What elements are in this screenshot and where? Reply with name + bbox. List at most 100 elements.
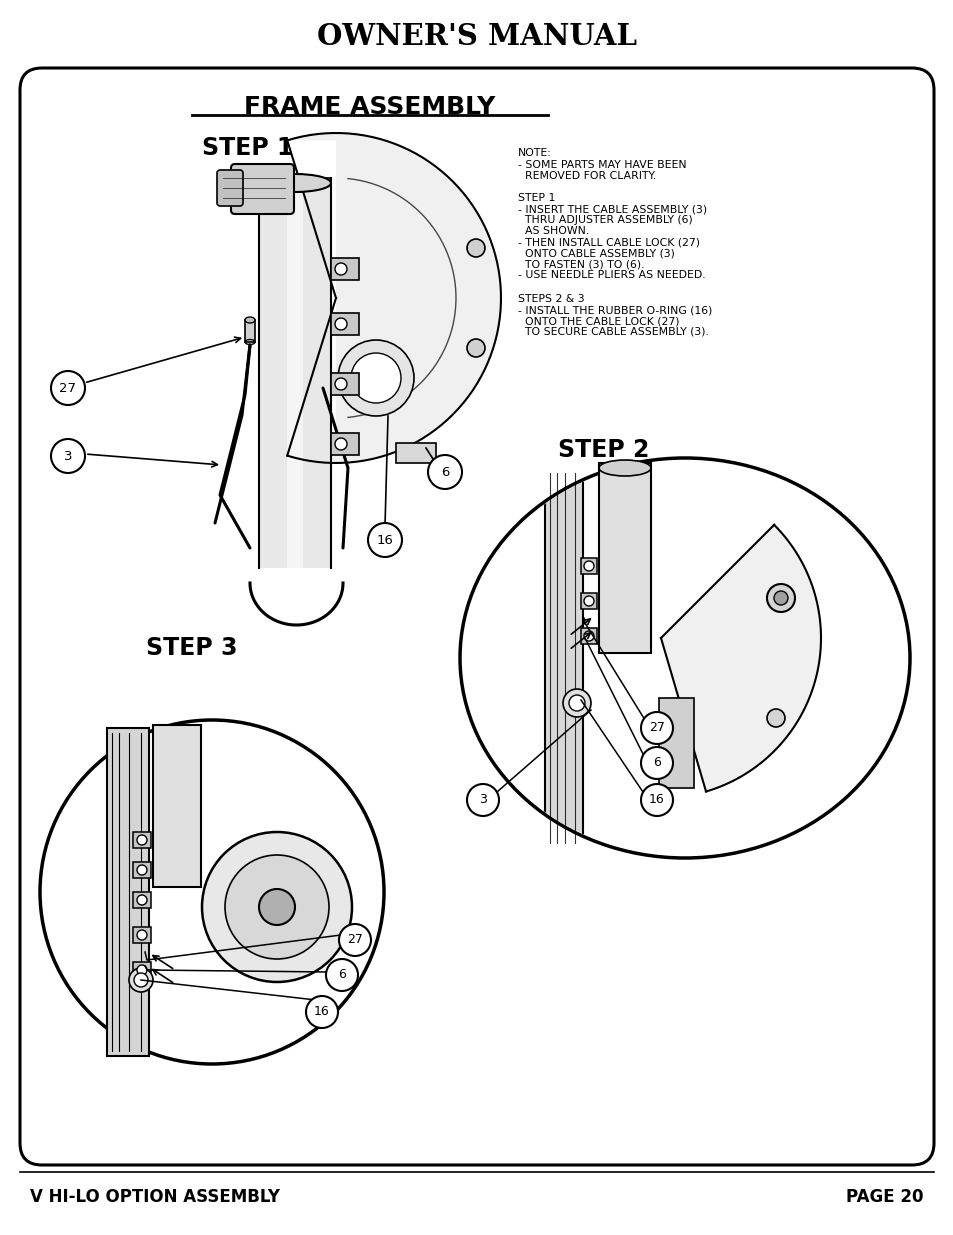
- Circle shape: [568, 695, 584, 711]
- Circle shape: [583, 597, 594, 606]
- Text: AS SHOWN.: AS SHOWN.: [517, 226, 589, 236]
- Circle shape: [640, 784, 672, 816]
- Bar: [287, 178, 303, 568]
- Circle shape: [368, 522, 401, 557]
- Circle shape: [133, 973, 148, 987]
- Bar: [132, 927, 151, 944]
- Text: 27: 27: [347, 934, 362, 946]
- Circle shape: [335, 317, 347, 330]
- Bar: [544, 468, 582, 848]
- Text: 3: 3: [478, 794, 486, 806]
- FancyBboxPatch shape: [216, 170, 243, 206]
- Circle shape: [225, 855, 329, 960]
- Circle shape: [640, 747, 672, 779]
- Text: 6: 6: [337, 968, 346, 982]
- Text: 3: 3: [64, 450, 72, 462]
- Polygon shape: [660, 525, 821, 792]
- Text: 16: 16: [648, 794, 664, 806]
- Circle shape: [467, 240, 484, 257]
- Text: FRAME ASSEMBLY: FRAME ASSEMBLY: [244, 95, 496, 119]
- Circle shape: [583, 561, 594, 571]
- Circle shape: [137, 965, 147, 974]
- Text: 27: 27: [59, 382, 76, 394]
- Text: 6: 6: [440, 466, 449, 478]
- Bar: [331, 433, 358, 454]
- Circle shape: [766, 584, 794, 613]
- Ellipse shape: [245, 317, 254, 324]
- Text: STEP 1: STEP 1: [517, 193, 555, 203]
- Bar: [132, 862, 151, 878]
- Text: PAGE 20: PAGE 20: [845, 1188, 923, 1207]
- Circle shape: [335, 438, 347, 450]
- Bar: [331, 258, 358, 280]
- Circle shape: [326, 960, 357, 990]
- Circle shape: [467, 338, 484, 357]
- Bar: [395, 443, 436, 463]
- Text: V HI-LO OPTION ASSEMBLY: V HI-LO OPTION ASSEMBLY: [30, 1188, 280, 1207]
- Bar: [152, 725, 201, 887]
- Circle shape: [335, 263, 347, 275]
- Text: NOTE:: NOTE:: [517, 148, 551, 158]
- Text: 16: 16: [314, 1005, 330, 1019]
- Text: STEPS 2 & 3: STEPS 2 & 3: [517, 294, 584, 304]
- Ellipse shape: [598, 459, 650, 475]
- Circle shape: [337, 340, 414, 416]
- Bar: [598, 463, 650, 653]
- Text: - INSERT THE CABLE ASSEMBLY (3): - INSERT THE CABLE ASSEMBLY (3): [517, 204, 706, 214]
- Bar: [580, 629, 597, 643]
- Ellipse shape: [258, 174, 331, 191]
- Circle shape: [137, 835, 147, 845]
- Text: STEP 2: STEP 2: [558, 438, 649, 462]
- Text: - THEN INSTALL CABLE LOCK (27): - THEN INSTALL CABLE LOCK (27): [517, 237, 700, 247]
- Circle shape: [773, 592, 787, 605]
- Bar: [331, 312, 358, 335]
- Circle shape: [766, 709, 784, 727]
- Text: STEP 1: STEP 1: [202, 136, 294, 161]
- Circle shape: [338, 924, 371, 956]
- Circle shape: [129, 968, 152, 992]
- Polygon shape: [287, 133, 500, 463]
- FancyBboxPatch shape: [20, 68, 933, 1165]
- Text: - USE NEEDLE PLIERS AS NEEDED.: - USE NEEDLE PLIERS AS NEEDED.: [517, 270, 705, 280]
- Bar: [132, 962, 151, 978]
- Bar: [659, 698, 693, 788]
- Circle shape: [351, 353, 400, 403]
- Circle shape: [583, 631, 594, 641]
- Text: 27: 27: [648, 721, 664, 735]
- Ellipse shape: [459, 458, 909, 858]
- Circle shape: [202, 832, 352, 982]
- Circle shape: [467, 784, 498, 816]
- Bar: [331, 373, 358, 395]
- Circle shape: [306, 995, 337, 1028]
- Text: TO FASTEN (3) TO (6).: TO FASTEN (3) TO (6).: [517, 259, 644, 269]
- Bar: [107, 727, 149, 1056]
- Text: 6: 6: [653, 757, 660, 769]
- Text: REMOVED FOR CLARITY.: REMOVED FOR CLARITY.: [517, 170, 656, 182]
- Circle shape: [51, 370, 85, 405]
- Bar: [580, 593, 597, 609]
- Bar: [580, 558, 597, 574]
- Circle shape: [428, 454, 461, 489]
- Circle shape: [562, 689, 590, 718]
- Text: OWNER'S MANUAL: OWNER'S MANUAL: [316, 21, 637, 51]
- Circle shape: [40, 720, 384, 1065]
- Bar: [132, 892, 151, 908]
- Text: THRU ADJUSTER ASSEMBLY (6): THRU ADJUSTER ASSEMBLY (6): [517, 215, 692, 225]
- Text: ONTO THE CABLE LOCK (27): ONTO THE CABLE LOCK (27): [517, 316, 679, 326]
- Text: STEP 3: STEP 3: [146, 636, 237, 659]
- Circle shape: [258, 889, 294, 925]
- Text: 16: 16: [376, 534, 393, 547]
- Circle shape: [335, 378, 347, 390]
- Circle shape: [137, 864, 147, 876]
- Circle shape: [640, 713, 672, 743]
- Circle shape: [51, 438, 85, 473]
- Bar: [132, 832, 151, 848]
- Bar: [245, 320, 254, 342]
- Bar: [258, 178, 331, 568]
- Text: - SOME PARTS MAY HAVE BEEN: - SOME PARTS MAY HAVE BEEN: [517, 161, 686, 170]
- FancyBboxPatch shape: [231, 164, 294, 214]
- Text: TO SECURE CABLE ASSEMBLY (3).: TO SECURE CABLE ASSEMBLY (3).: [517, 327, 708, 337]
- Text: ONTO CABLE ASSEMBLY (3): ONTO CABLE ASSEMBLY (3): [517, 248, 674, 258]
- Circle shape: [137, 930, 147, 940]
- Circle shape: [137, 895, 147, 905]
